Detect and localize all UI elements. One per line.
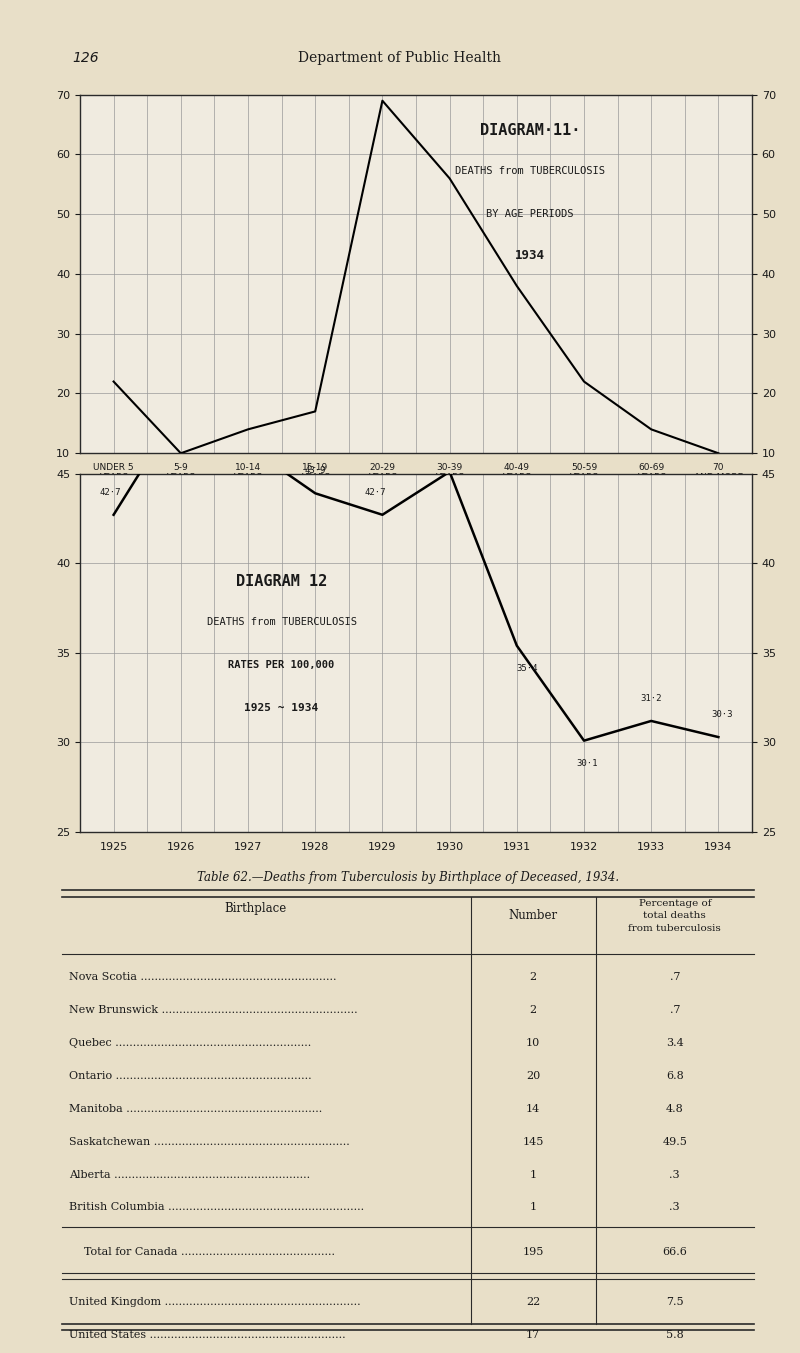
Text: 126: 126	[72, 50, 98, 65]
Text: Nova Scotia ........................................................: Nova Scotia ............................…	[70, 973, 337, 982]
Text: Saskatchewan ........................................................: Saskatchewan ...........................…	[70, 1137, 350, 1147]
Text: 42·7: 42·7	[99, 488, 121, 497]
Text: 49.5: 49.5	[662, 1137, 687, 1147]
Text: 4.8: 4.8	[666, 1104, 684, 1114]
Text: DIAGRAM 12: DIAGRAM 12	[236, 574, 327, 589]
Text: DEATHS from TUBERCULOSIS: DEATHS from TUBERCULOSIS	[455, 166, 606, 176]
Text: 2: 2	[530, 973, 537, 982]
Text: 6.8: 6.8	[666, 1072, 684, 1081]
Text: 43·9: 43·9	[305, 467, 326, 475]
Text: Birthplace: Birthplace	[224, 902, 286, 915]
Text: Total for Canada ............................................: Total for Canada .......................…	[84, 1247, 335, 1257]
Text: DEATHS from TUBERCULOSIS: DEATHS from TUBERCULOSIS	[206, 617, 357, 626]
Text: 2: 2	[530, 1005, 537, 1015]
Text: BY AGE PERIODS: BY AGE PERIODS	[486, 210, 574, 219]
Text: Table 62.—Deaths from Tuberculosis by Birthplace of Deceased, 1934.: Table 62.—Deaths from Tuberculosis by Bi…	[197, 871, 619, 884]
Text: RATES PER 100,000: RATES PER 100,000	[229, 660, 334, 670]
Text: .3: .3	[670, 1203, 680, 1212]
Text: 5.8: 5.8	[666, 1330, 684, 1339]
Text: Ontario ........................................................: Ontario ................................…	[70, 1072, 312, 1081]
Text: 20: 20	[526, 1072, 540, 1081]
Text: 1934: 1934	[515, 249, 546, 262]
Text: United States ........................................................: United States ..........................…	[70, 1330, 346, 1339]
Text: British Columbia ........................................................: British Columbia .......................…	[70, 1203, 365, 1212]
Text: Department of Public Health: Department of Public Health	[298, 50, 502, 65]
Text: Manitoba ........................................................: Manitoba ...............................…	[70, 1104, 322, 1114]
Text: 145: 145	[522, 1137, 544, 1147]
Text: 17: 17	[526, 1330, 540, 1339]
Text: United Kingdom ........................................................: United Kingdom .........................…	[70, 1298, 361, 1307]
Text: Number: Number	[509, 909, 558, 923]
Text: 42·7: 42·7	[365, 488, 386, 497]
Text: Percentage of
total deaths
from tuberculosis: Percentage of total deaths from tubercul…	[629, 898, 721, 932]
Text: 1925 ~ 1934: 1925 ~ 1934	[245, 704, 318, 713]
Text: New Brunswick ........................................................: New Brunswick ..........................…	[70, 1005, 358, 1015]
Text: Quebec ........................................................: Quebec .................................…	[70, 1038, 312, 1049]
Text: 1: 1	[530, 1203, 537, 1212]
Text: 35·4: 35·4	[516, 663, 538, 672]
Text: .3: .3	[670, 1169, 680, 1180]
Text: 195: 195	[522, 1247, 544, 1257]
Text: 66.6: 66.6	[662, 1247, 687, 1257]
Text: 22: 22	[526, 1298, 540, 1307]
Text: Alberta ........................................................: Alberta ................................…	[70, 1169, 310, 1180]
Text: 3.4: 3.4	[666, 1038, 684, 1049]
Text: DIAGRAM·11·: DIAGRAM·11·	[480, 123, 581, 138]
Text: 31·2: 31·2	[641, 694, 662, 704]
Text: 14: 14	[526, 1104, 540, 1114]
Text: 1: 1	[530, 1169, 537, 1180]
Text: .7: .7	[670, 973, 680, 982]
Text: 10: 10	[526, 1038, 540, 1049]
Text: 30·3: 30·3	[711, 710, 733, 720]
Text: .7: .7	[670, 1005, 680, 1015]
Text: 30·1: 30·1	[577, 759, 598, 767]
Text: 7.5: 7.5	[666, 1298, 684, 1307]
